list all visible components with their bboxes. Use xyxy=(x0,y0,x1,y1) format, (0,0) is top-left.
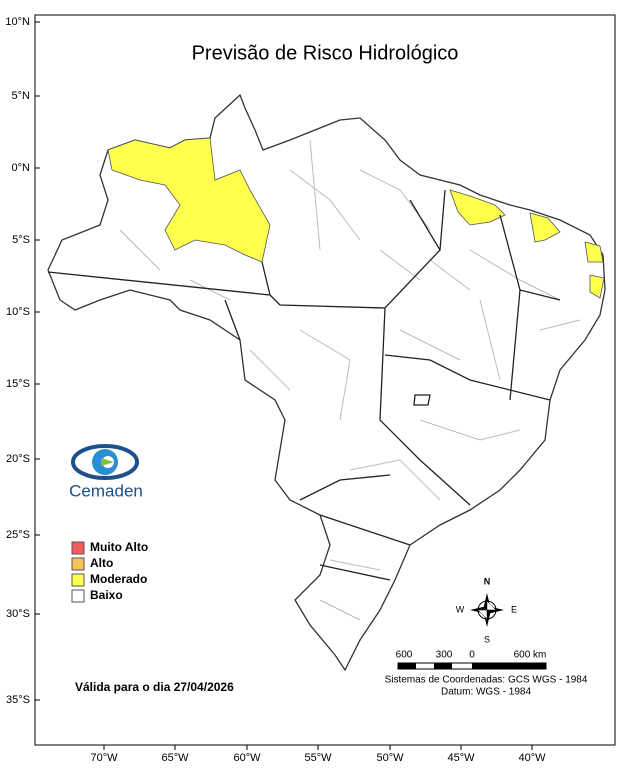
coordinate-text: Sistemas de Coordenadas: GCS WGS - 1984 xyxy=(385,675,588,686)
lat-label: 25°S xyxy=(6,529,30,541)
lon-label: 50°W xyxy=(376,752,404,764)
logo-text: Cemaden xyxy=(69,481,143,500)
lat-label: 10°N xyxy=(5,16,30,28)
compass: N S E W xyxy=(456,576,517,644)
legend-swatch xyxy=(71,557,85,571)
legend-label: Baixo xyxy=(90,588,123,602)
validity-text: Válida para o dia 27/04/2026 xyxy=(75,680,234,694)
lat-label: 35°S xyxy=(6,694,30,706)
scale-label: 600 xyxy=(396,650,413,661)
logo: Cemaden xyxy=(69,444,143,500)
lon-label: 40°W xyxy=(518,752,546,764)
scale-label: 0 xyxy=(469,650,475,661)
scale-bar xyxy=(397,662,547,670)
lat-label: 0°N xyxy=(12,162,31,174)
scale-label: 600 km xyxy=(514,650,547,661)
lat-label: 5°S xyxy=(12,234,30,246)
lon-label: 65°W xyxy=(161,752,189,764)
lon-label: 45°W xyxy=(447,752,475,764)
lat-label: 20°S xyxy=(6,453,30,465)
lat-label: 15°S xyxy=(6,378,30,390)
compass-n: N xyxy=(484,576,491,586)
lat-label: 10°S xyxy=(6,306,30,318)
legend-label: Moderado xyxy=(90,572,147,586)
compass-w: W xyxy=(456,604,465,614)
brazil-map xyxy=(47,93,606,672)
map-title: Previsão de Risco Hidrológico xyxy=(192,42,459,64)
legend-label: Muito Alto xyxy=(90,540,148,554)
lat-label: 30°S xyxy=(6,608,30,620)
compass-s: S xyxy=(484,634,490,644)
legend-label: Alto xyxy=(90,556,113,570)
legend-swatch xyxy=(71,573,85,587)
lon-label: 70°W xyxy=(90,752,118,764)
compass-e: E xyxy=(511,604,517,614)
legend-swatch xyxy=(71,541,85,555)
coordinate-text: Datum: WGS - 1984 xyxy=(441,687,531,698)
lat-label: 5°N xyxy=(12,90,31,102)
scale-label: 300 xyxy=(436,650,453,661)
lon-label: 60°W xyxy=(233,752,261,764)
legend-swatch xyxy=(71,589,85,603)
lon-label: 55°W xyxy=(304,752,332,764)
